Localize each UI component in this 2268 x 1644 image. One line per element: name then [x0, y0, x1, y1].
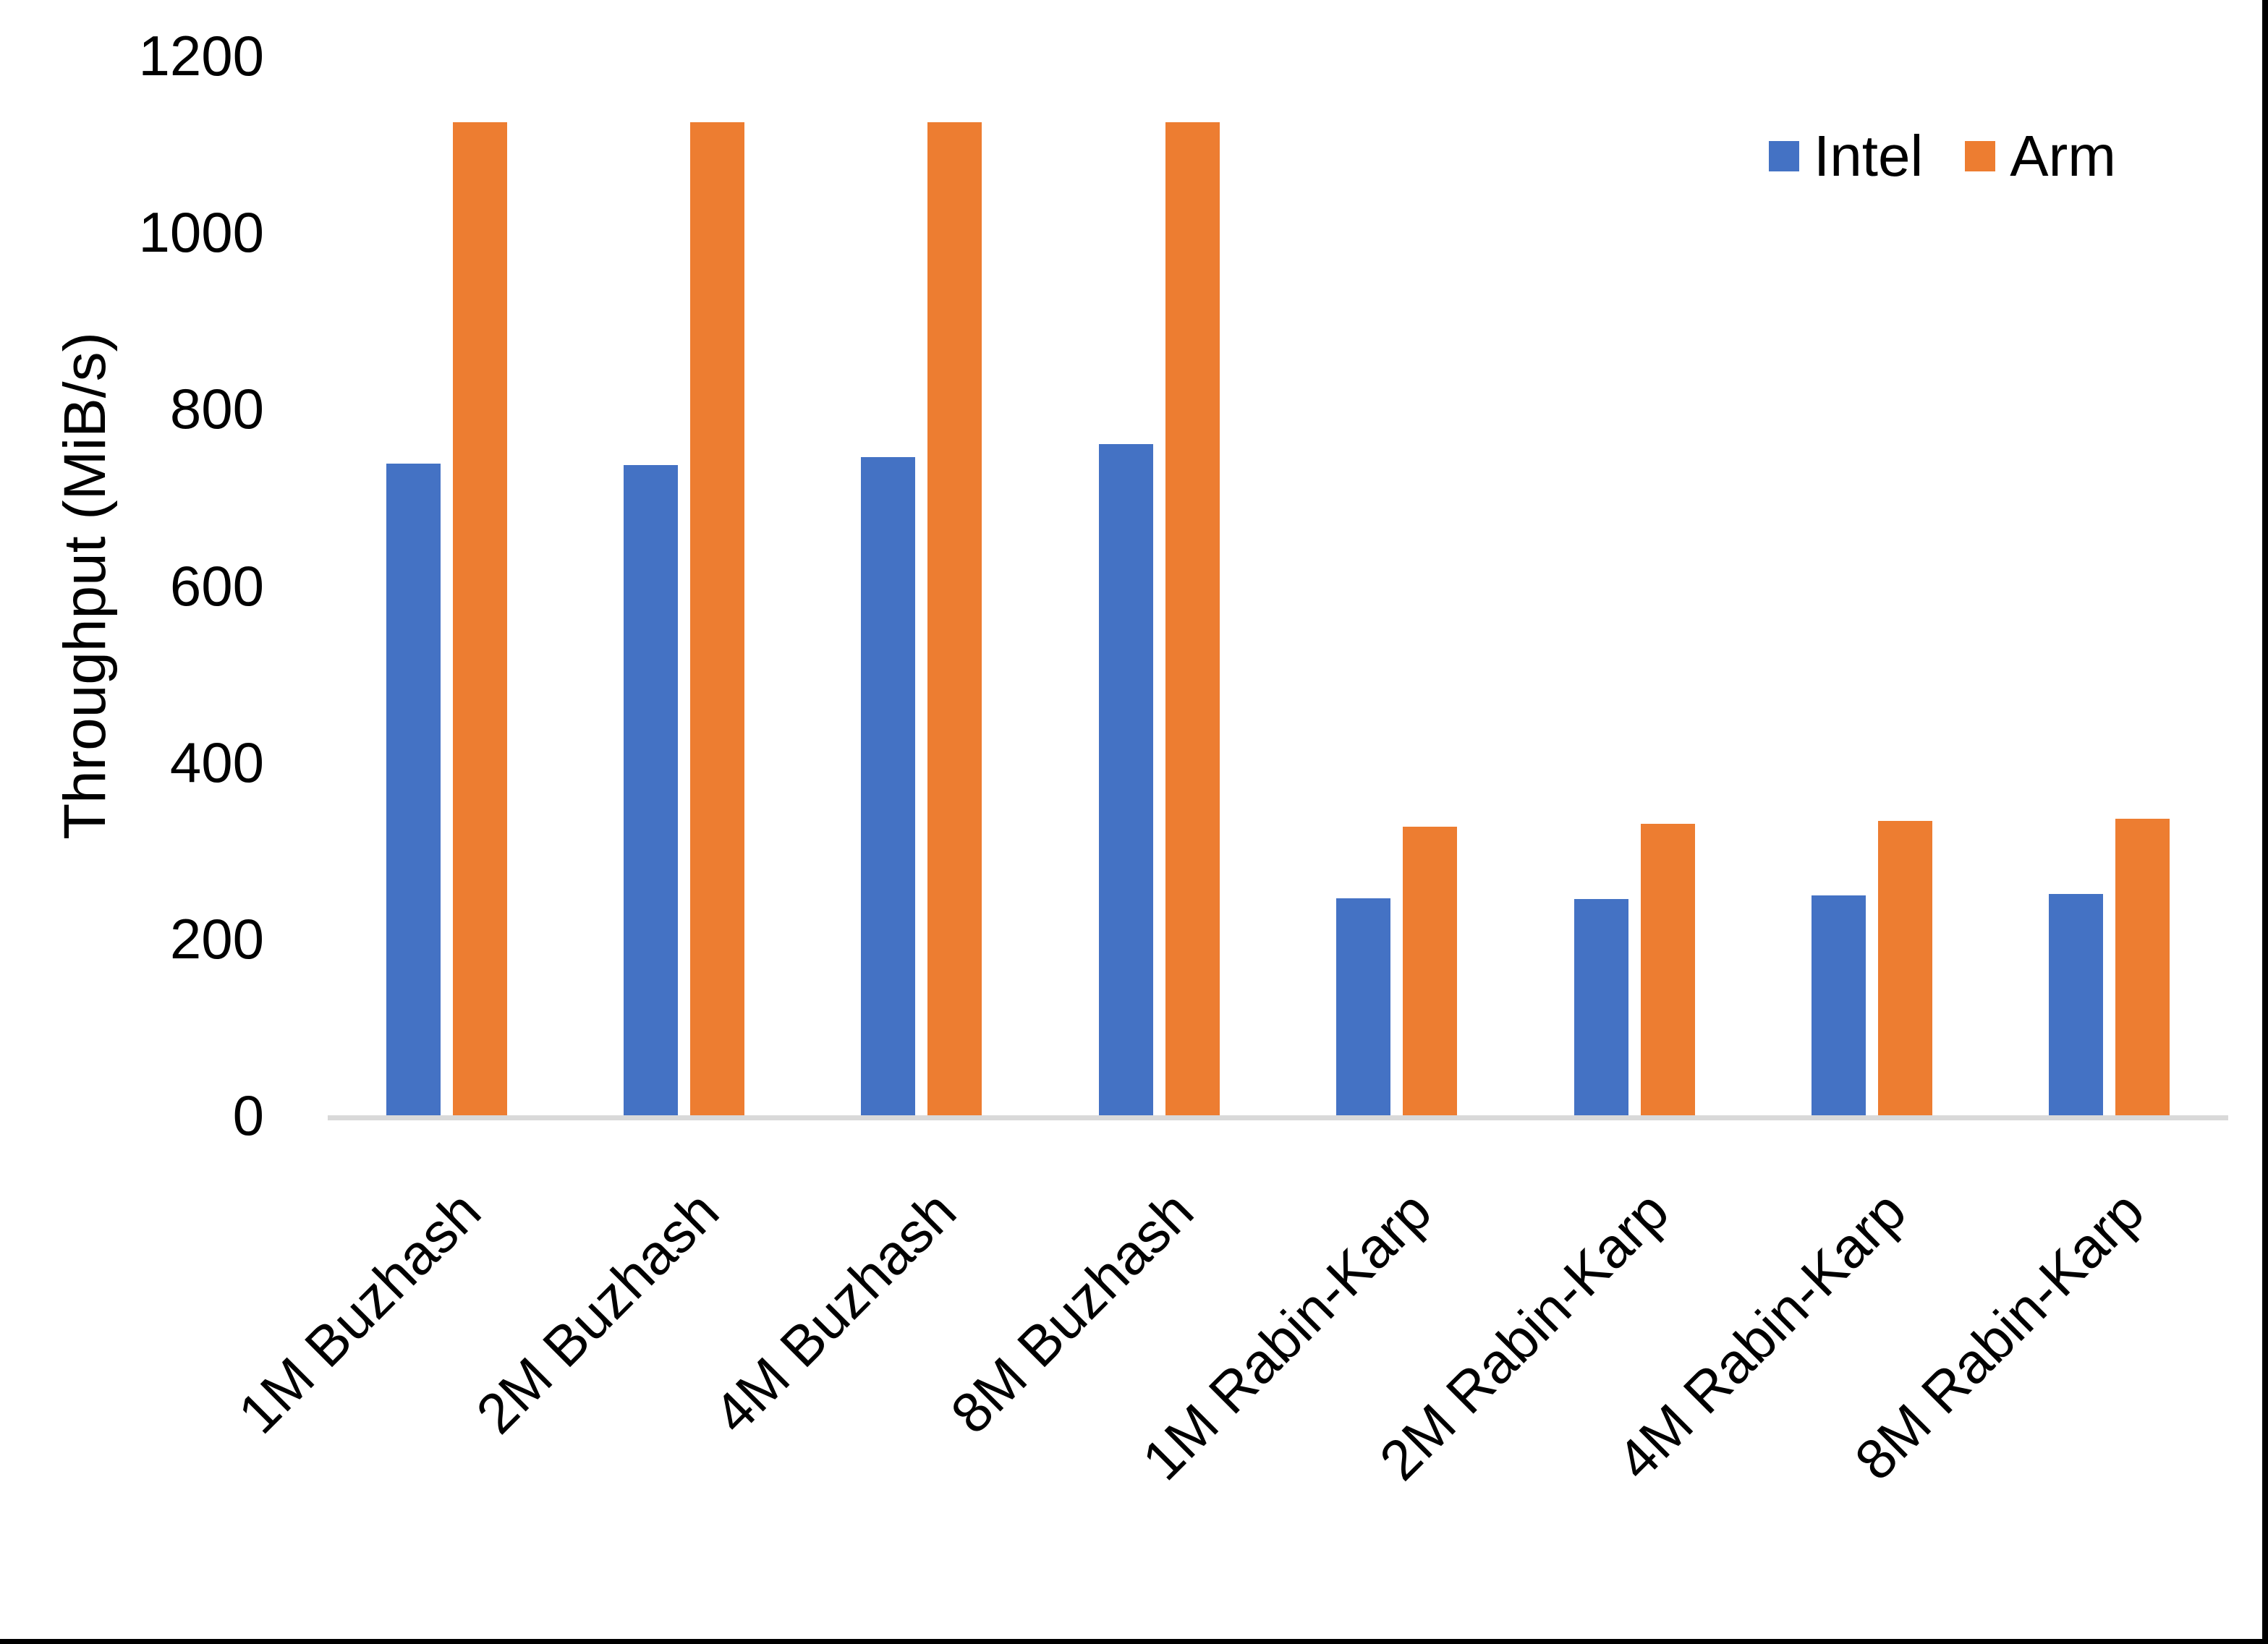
bar-arm-4 — [1165, 122, 1220, 1115]
x-category-label: 1M Buzhash — [226, 1178, 493, 1446]
x-category-label: 2M Buzhash — [463, 1178, 731, 1446]
bar-intel-6 — [1573, 898, 1628, 1115]
y-tick-label: 200 — [169, 906, 264, 971]
y-tick-label: 800 — [169, 377, 264, 441]
y-tick-label: 400 — [169, 730, 264, 794]
bar-intel-4 — [1098, 444, 1153, 1115]
bar-arm-2 — [690, 122, 745, 1115]
bar-intel-3 — [861, 457, 916, 1115]
x-category-label: 8M Buzhash — [938, 1178, 1206, 1446]
arm-series-swatch — [1965, 141, 1996, 171]
y-tick-label: 0 — [232, 1083, 264, 1147]
bar-intel-1 — [386, 464, 441, 1115]
legend: Intel Arm — [1769, 127, 2116, 185]
x-category-label: 1M Rabin-Karp — [1129, 1178, 1443, 1493]
y-tick-label: 1000 — [138, 200, 264, 265]
x-category-label: 4M Rabin-Karp — [1605, 1178, 1919, 1493]
legend-item-intel: Intel — [1769, 127, 1923, 185]
bar-intel-8 — [2049, 893, 2104, 1115]
bar-intel-5 — [1336, 898, 1391, 1115]
bar-arm-5 — [1403, 826, 1458, 1115]
bar-arm-7 — [1877, 821, 1932, 1115]
bar-arm-6 — [1640, 824, 1695, 1115]
legend-label-arm: Arm — [2010, 124, 2116, 188]
y-tick-label: 1200 — [138, 24, 264, 88]
x-category-label: 8M Rabin-Karp — [1842, 1178, 2156, 1493]
x-axis-line — [328, 1115, 2228, 1120]
x-category-label: 4M Buzhash — [701, 1178, 969, 1446]
page-edge-bottom — [0, 1639, 2268, 1644]
bar-intel-2 — [624, 465, 679, 1115]
bar-intel-7 — [1811, 895, 1866, 1115]
x-category-label: 2M Rabin-Karp — [1367, 1178, 1681, 1493]
intel-series-swatch — [1769, 141, 1799, 171]
legend-label-intel: Intel — [1814, 124, 1924, 188]
bar-arm-1 — [452, 122, 507, 1115]
legend-item-arm: Arm — [1965, 127, 2116, 185]
y-tick-label: 600 — [169, 553, 264, 618]
bar-arm-8 — [2115, 818, 2170, 1115]
page-edge-right — [2262, 0, 2268, 1644]
bar-arm-3 — [927, 122, 982, 1115]
